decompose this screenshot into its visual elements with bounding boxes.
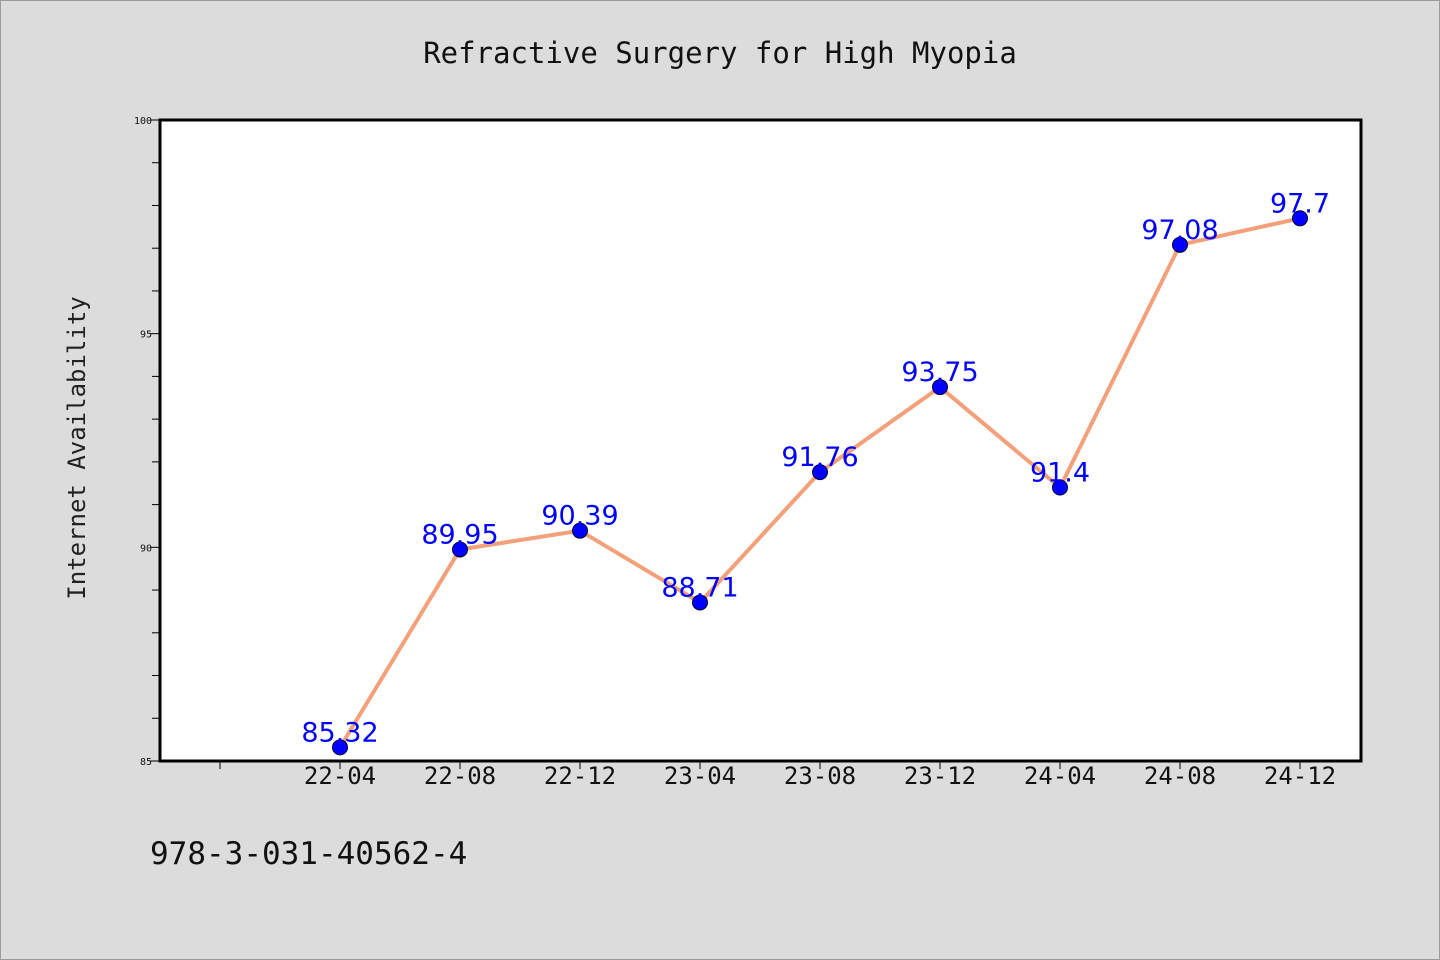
- x-tick-label: 23-04: [664, 762, 736, 790]
- x-tick-label: 24-04: [1024, 762, 1096, 790]
- x-axis: 22-04 22-08 22-12 23-04 23-08 23-12 24-04 24-08…: [219, 761, 1336, 790]
- data-point: [1292, 210, 1308, 227]
- x-tick-label: 23-08: [784, 762, 856, 790]
- y-tick-label: 90: [140, 543, 152, 554]
- data-label: 91.76: [781, 442, 858, 473]
- data-point: [572, 522, 588, 539]
- footnote-isbn: 978-3-031-40562-4: [150, 836, 467, 872]
- x-tick-label: 24-08: [1144, 762, 1216, 790]
- data-label: 88.71: [661, 572, 738, 603]
- y-axis-label: Internet Availability: [63, 296, 91, 599]
- data-label: 97.7: [1270, 188, 1330, 219]
- chart-title: Refractive Surgery for High Myopia: [423, 36, 1017, 70]
- x-tick-label: 22-12: [544, 762, 616, 790]
- x-tick-label: 22-04: [304, 762, 376, 790]
- data-point: [932, 379, 948, 396]
- data-point: [692, 594, 708, 611]
- y-tick-label: 85: [140, 757, 152, 768]
- data-label: 90.39: [541, 501, 618, 532]
- data-label: 89.95: [421, 519, 498, 550]
- data-point: [1172, 236, 1188, 253]
- data-label: 91.4: [1030, 458, 1090, 489]
- y-tick-label: 95: [140, 330, 152, 341]
- data-point: [332, 739, 348, 756]
- data-points: [332, 210, 1308, 756]
- plot-area: [158, 118, 1363, 763]
- y-tick-label: 100: [134, 116, 152, 127]
- x-tick-label: 22-08: [424, 762, 496, 790]
- data-point: [452, 541, 468, 558]
- data-point: [812, 464, 828, 481]
- data-label: 93.75: [901, 357, 978, 388]
- x-tick-label: 23-12: [904, 762, 976, 790]
- data-label: 85.32: [301, 717, 378, 748]
- x-tick-label: 24-12: [1264, 762, 1336, 790]
- data-label: 97.08: [1141, 215, 1218, 246]
- y-axis: 85 90 95 100: [134, 116, 160, 768]
- data-point: [1052, 479, 1068, 496]
- data-labels: 85.32 89.95 90.39 88.71 91.76 93.75 91.4 97.08 9…: [301, 188, 1330, 748]
